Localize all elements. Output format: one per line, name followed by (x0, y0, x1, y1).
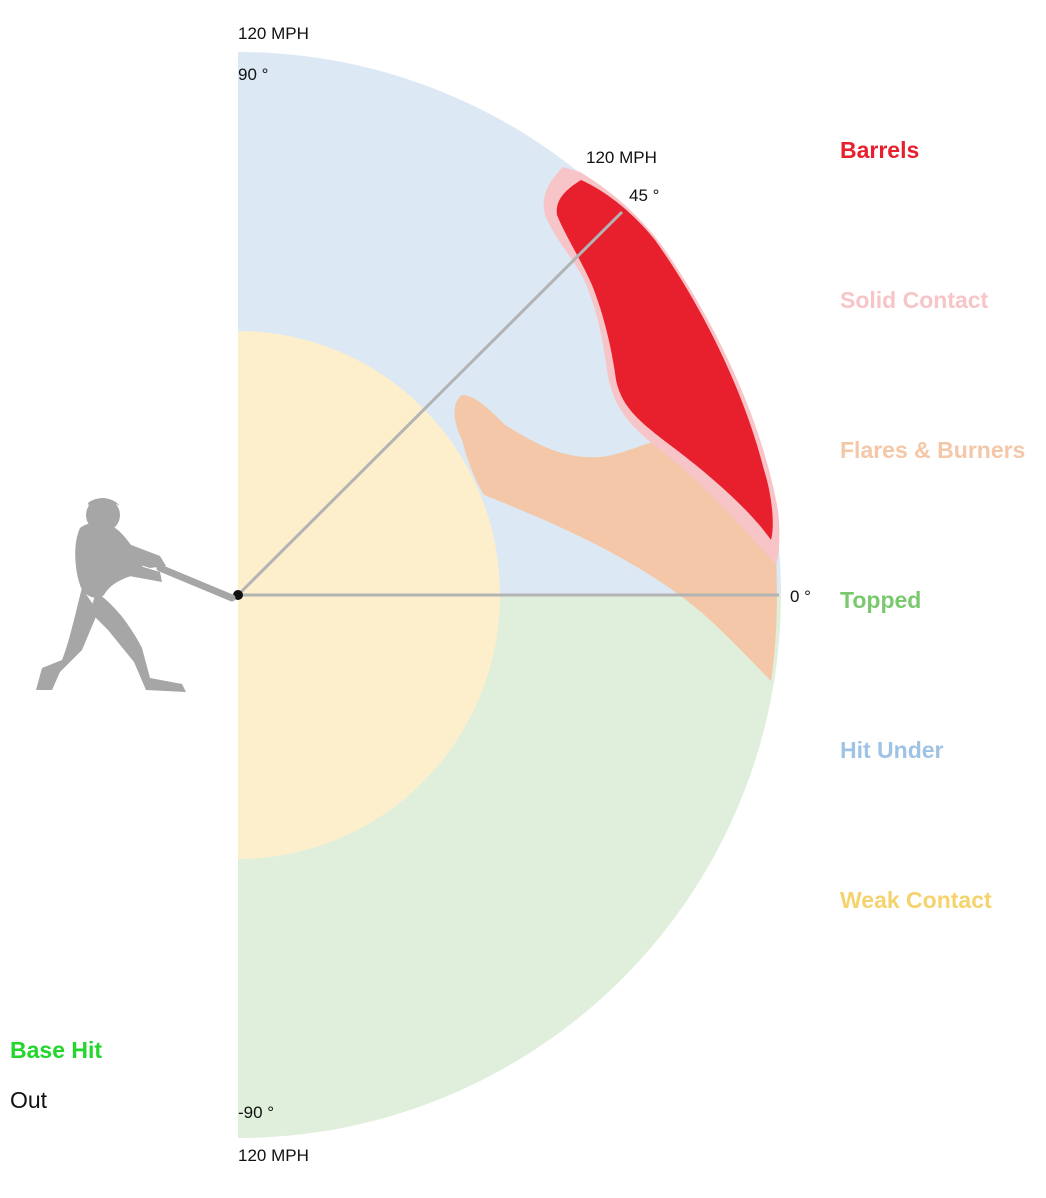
legend-barrels: Barrels (840, 137, 919, 163)
contact-point (233, 590, 243, 600)
mid-angle-label: 45 ° (629, 186, 659, 205)
bottom-angle-label: -90 ° (238, 1103, 274, 1122)
top-angle-label: 90 ° (238, 65, 268, 84)
legend-solid-contact: Solid Contact (840, 287, 989, 313)
legend-flares-burners: Flares & Burners (840, 437, 1025, 463)
outcome-out: Out (10, 1087, 48, 1113)
batter-icon (36, 498, 236, 692)
barrels-region (556, 180, 773, 540)
legend-hit-under: Hit Under (840, 737, 944, 763)
top-speed-label: 120 MPH (238, 24, 309, 43)
forty-five-degree-line (236, 210, 624, 597)
legend-topped: Topped (840, 587, 921, 613)
zero-angle-label: 0 ° (790, 587, 811, 606)
mid-speed-label: 120 MPH (586, 148, 657, 167)
bottom-speed-label: 120 MPH (238, 1146, 309, 1165)
flares-burners-region (454, 395, 777, 681)
legend-weak-contact: Weak Contact (840, 887, 992, 913)
outcome-base-hit: Base Hit (10, 1037, 102, 1063)
